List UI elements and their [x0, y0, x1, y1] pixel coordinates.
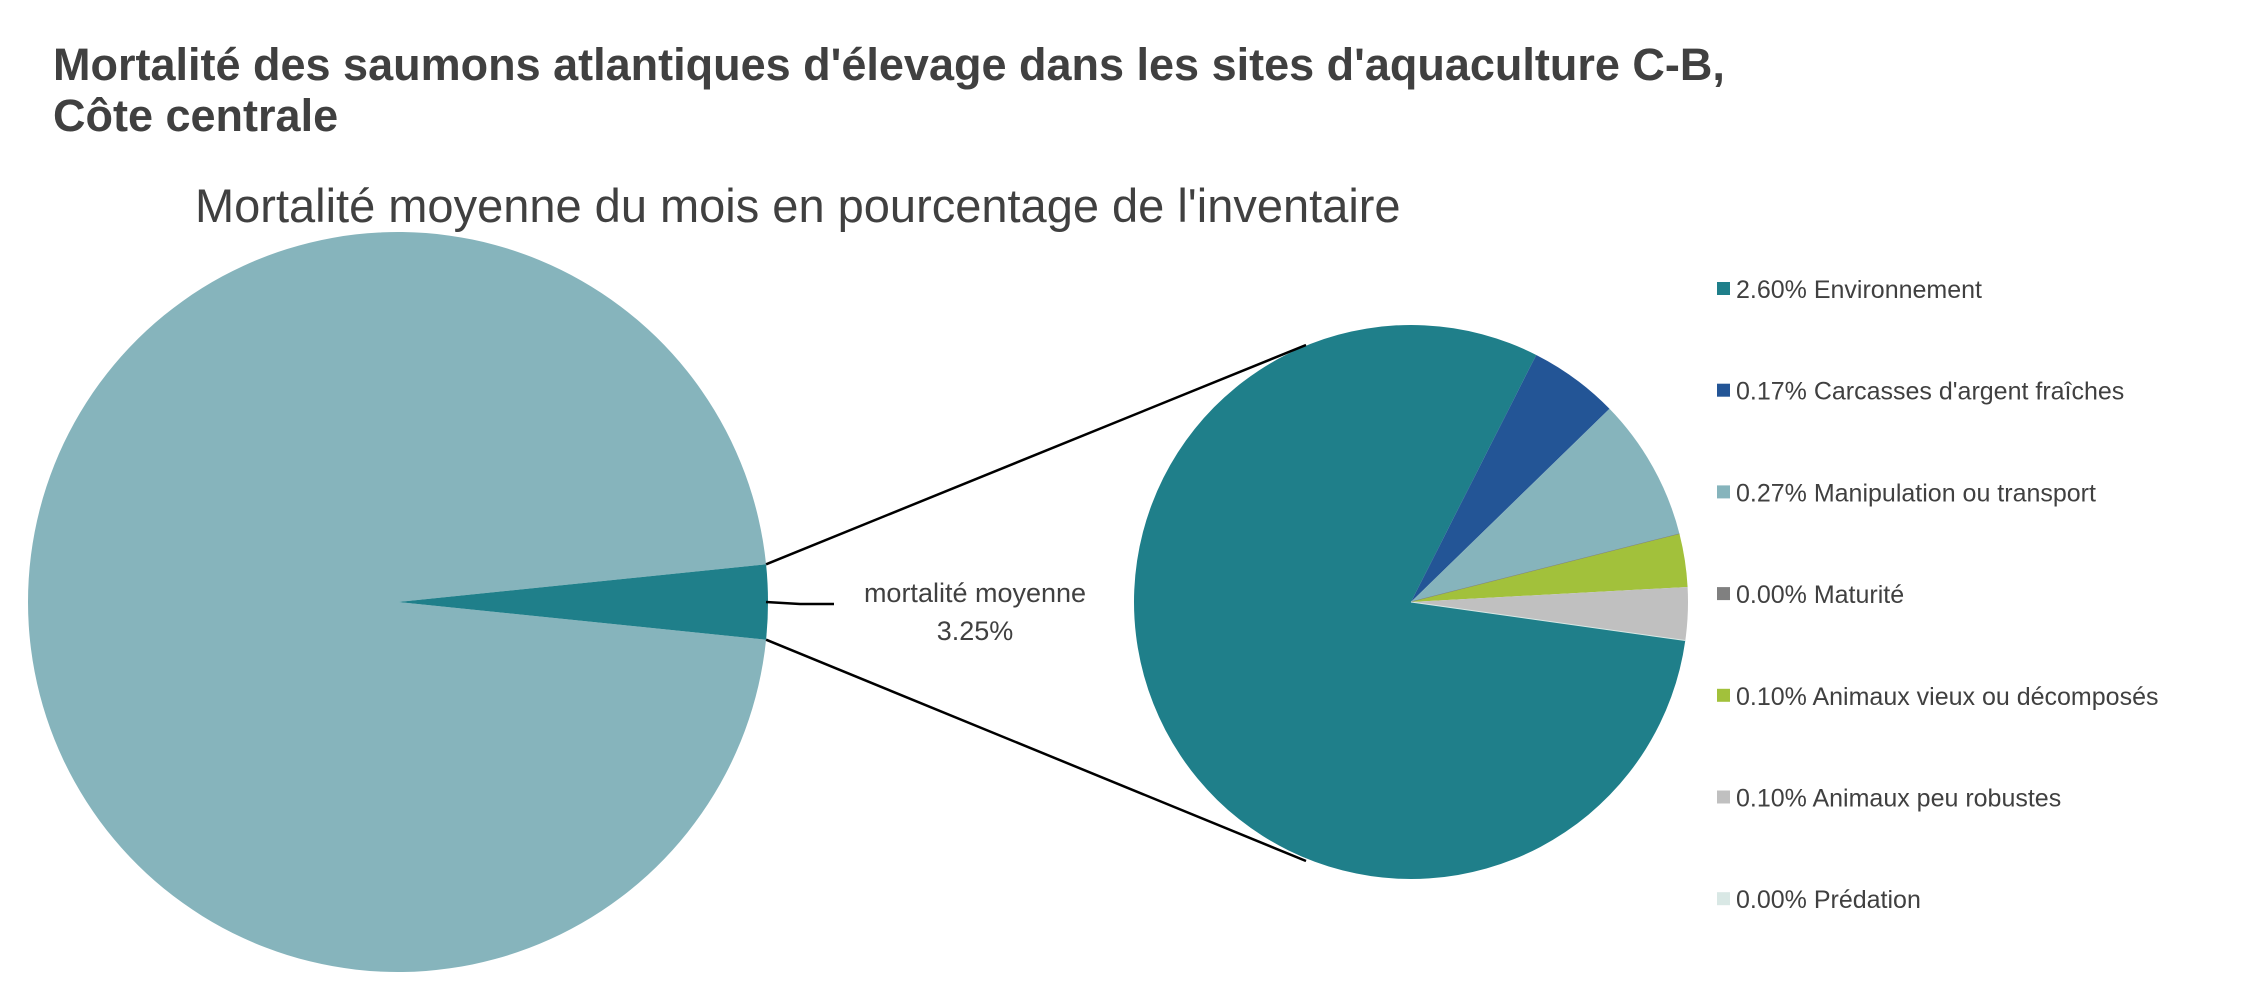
legend-item: 2.60% Environnement — [1717, 276, 1982, 304]
legend-item: 0.00% Prédation — [1717, 886, 1921, 914]
main-pie-slice-1 — [398, 564, 768, 640]
legend-swatch — [1717, 383, 1730, 397]
secondary-pie — [1133, 325, 1688, 880]
legend-label: 0.10% Animaux vieux ou décomposés — [1736, 683, 2158, 711]
legend-label: 2.60% Environnement — [1736, 276, 1982, 304]
legend-label: 0.17% Carcasses d'argent fraîches — [1736, 378, 2124, 406]
connector-line-top — [765, 343, 1307, 566]
legend-swatch — [1717, 587, 1730, 601]
secondary-pie-slice-1 — [1411, 354, 1610, 602]
legend-label: 0.00% Maturité — [1736, 581, 1904, 609]
main-pie-data-label-value: 3.25% — [937, 616, 1014, 646]
legend-swatch — [1717, 282, 1730, 295]
secondary-pie-slice-4 — [1411, 533, 1688, 602]
legend-swatch — [1717, 688, 1730, 702]
chart-subtitle: Mortalité moyenne du mois en pourcentage… — [195, 179, 1401, 232]
legend: 2.60% Environnement 0.17% Carcasses d'arg… — [1717, 276, 2158, 914]
legend-swatch — [1717, 892, 1730, 906]
legend-item: 0.17% Carcasses d'argent fraîches — [1717, 378, 2124, 406]
main-pie — [28, 231, 768, 973]
legend-swatch — [1717, 485, 1730, 499]
legend-swatch — [1717, 790, 1730, 804]
label-leader-line — [765, 600, 834, 606]
secondary-pie-slice-5 — [1411, 586, 1688, 641]
legend-label: 0.10% Animaux peu robustes — [1736, 785, 2061, 813]
secondary-pie-slice-6 — [1410, 601, 1686, 642]
connector-line-bottom — [765, 638, 1307, 863]
main-pie-data-label-line1: mortalité moyenne — [864, 578, 1086, 608]
legend-label: 0.00% Prédation — [1736, 886, 1921, 914]
legend-item: 0.27% Manipulation ou transport — [1717, 479, 2096, 507]
legend-item: 0.00% Maturité — [1717, 581, 1904, 609]
chart-title-line2: Côte centrale — [53, 90, 338, 141]
secondary-pie-slice-0 — [1133, 325, 1686, 880]
connector-lines — [765, 343, 1307, 863]
secondary-pie-slice-2 — [1411, 408, 1680, 602]
legend-item: 0.10% Animaux peu robustes — [1717, 785, 2061, 813]
main-pie-slice-0 — [28, 231, 767, 973]
legend-item: 0.10% Animaux vieux ou décomposés — [1717, 683, 2158, 711]
chart-title-line1: Mortalité des saumons atlantiques d'élev… — [53, 39, 1725, 90]
legend-label: 0.27% Manipulation ou transport — [1736, 479, 2096, 507]
